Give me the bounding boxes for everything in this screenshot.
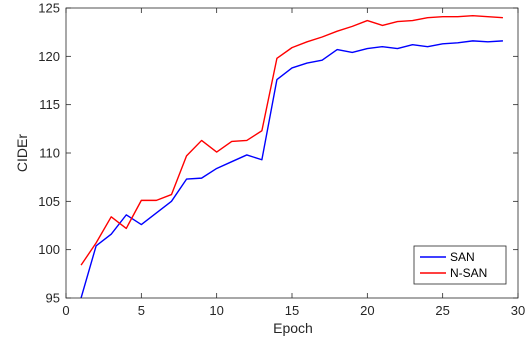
y-tick-label: 110: [39, 146, 60, 161]
legend-box: [413, 245, 507, 285]
y-tick-label: 115: [39, 97, 60, 112]
x-tick-label: 10: [209, 303, 223, 318]
y-tick-label: 120: [38, 49, 60, 64]
x-tick-label: 0: [62, 303, 69, 318]
series-line-n-san: [80, 15, 503, 266]
series-line-san: [80, 40, 503, 298]
x-tick-label: 15: [285, 303, 299, 318]
y-tick-label: 95: [46, 291, 60, 306]
legend-label-san: SAN: [450, 250, 475, 264]
x-tick-label: 25: [435, 303, 449, 318]
y-tick-label: 125: [38, 1, 60, 16]
series-layer: [80, 15, 503, 298]
y-axis-label: CIDEr: [14, 134, 30, 172]
x-axis-label: Epoch: [273, 320, 313, 336]
y-tick-label: 100: [38, 242, 60, 257]
x-tick-label: 20: [360, 303, 374, 318]
legend: SAN N-SAN: [413, 245, 507, 285]
x-tick-label: 5: [138, 303, 145, 318]
ticks: 0 5 10 15 20 25 30 95 100 105 110 115 120 125: [38, 1, 525, 319]
legend-label-n-san: N-SAN: [450, 266, 487, 280]
x-tick-label: 30: [511, 303, 525, 318]
y-tick-label: 105: [38, 194, 60, 209]
